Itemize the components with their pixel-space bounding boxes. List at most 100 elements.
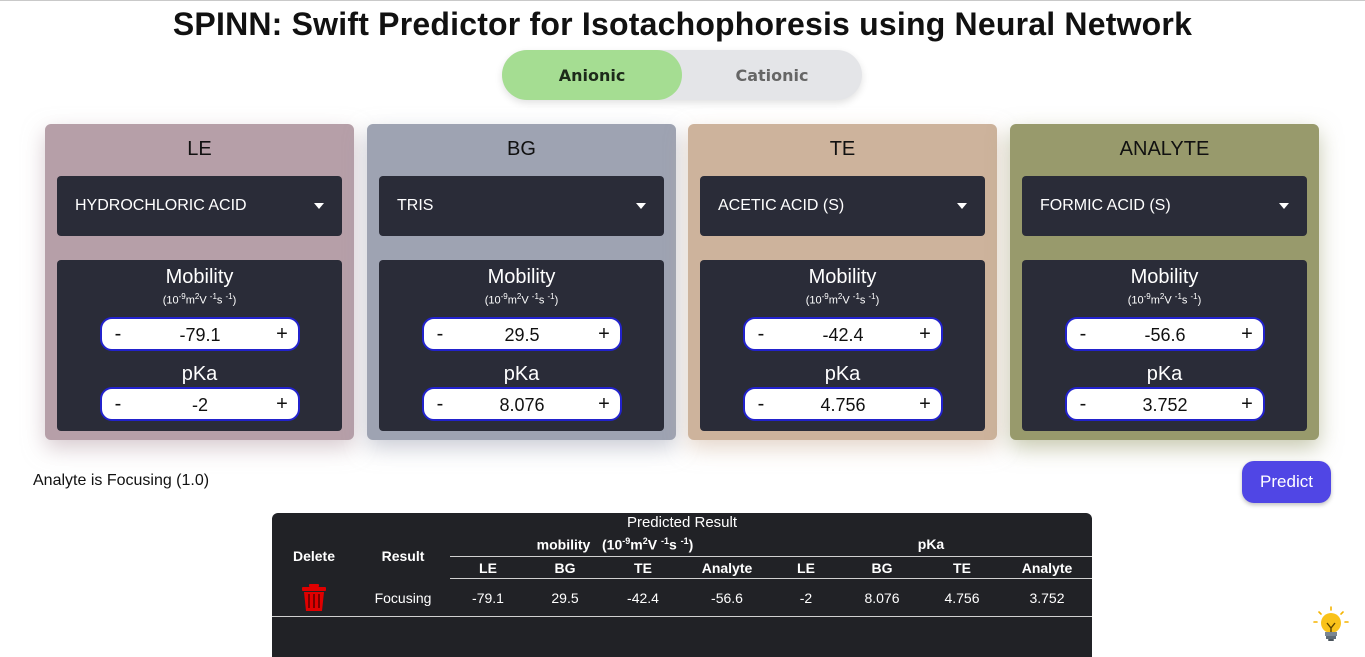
analyte-mobility-stepper[interactable]: - -56.6 + bbox=[1065, 317, 1265, 351]
pka-label: pKa bbox=[1146, 363, 1183, 385]
mobility-label: Mobility bbox=[165, 266, 234, 288]
card-bg: BG TRIS Mobility (10-9m2V -1s -1) - 29.5… bbox=[367, 124, 676, 440]
row-value-pka-bg: 8.076 bbox=[864, 590, 900, 606]
le-select[interactable]: HYDROCHLORIC ACID bbox=[57, 176, 342, 236]
mode-toggle[interactable]: Anionic Cationic bbox=[502, 50, 862, 100]
bg-mobility-stepper[interactable]: - 29.5 + bbox=[422, 317, 622, 351]
mobility-value[interactable]: -56.6 bbox=[1144, 325, 1186, 345]
decrement-button[interactable]: - bbox=[757, 323, 765, 345]
increment-button[interactable]: + bbox=[919, 393, 931, 415]
trash-icon[interactable] bbox=[300, 583, 328, 611]
decrement-button[interactable]: - bbox=[114, 393, 122, 415]
select-value: ACETIC ACID (S) bbox=[718, 197, 845, 214]
increment-button[interactable]: + bbox=[276, 323, 288, 345]
le-pka-stepper[interactable]: - -2 + bbox=[100, 387, 300, 421]
pka-value[interactable]: 3.752 bbox=[1142, 395, 1188, 415]
card-le: LE HYDROCHLORIC ACID Mobility (10-9m2V -… bbox=[45, 124, 354, 440]
row-value-mobility-analyte: -56.6 bbox=[711, 590, 743, 606]
lightbulb-icon[interactable] bbox=[1312, 606, 1350, 644]
increment-button[interactable]: + bbox=[276, 393, 288, 415]
col-header-result: Result bbox=[381, 548, 425, 564]
header-divider bbox=[450, 556, 1092, 557]
col-header-pka-le: LE bbox=[797, 560, 815, 576]
increment-button[interactable]: + bbox=[598, 393, 610, 415]
analyte-pka-stepper[interactable]: - 3.752 + bbox=[1065, 387, 1265, 421]
decrement-button[interactable]: - bbox=[1079, 323, 1087, 345]
increment-button[interactable]: + bbox=[919, 323, 931, 345]
increment-button[interactable]: + bbox=[1241, 323, 1253, 345]
decrement-button[interactable]: - bbox=[757, 393, 765, 415]
col-header-mobility-analyte: Analyte bbox=[701, 560, 753, 576]
row-divider bbox=[272, 616, 1092, 617]
row-value-pka-te: 4.756 bbox=[944, 590, 980, 606]
bg-select[interactable]: TRIS bbox=[379, 176, 664, 236]
bg-pka-stepper[interactable]: - 8.076 + bbox=[422, 387, 622, 421]
le-params-panel: Mobility (10-9m2V -1s -1) - -79.1 + pKa … bbox=[57, 260, 342, 431]
col-group-mobility-label: mobility bbox=[536, 536, 591, 553]
bg-params-panel: Mobility (10-9m2V -1s -1) - 29.5 + pKa -… bbox=[379, 260, 664, 431]
pka-label: pKa bbox=[181, 363, 218, 385]
caret-down-icon bbox=[314, 203, 324, 209]
mobility-unit: (10-9m2V -1s -1) bbox=[805, 292, 880, 307]
te-mobility-stepper[interactable]: - -42.4 + bbox=[743, 317, 943, 351]
toggle-cationic[interactable]: Cationic bbox=[735, 65, 809, 85]
row-result: Focusing bbox=[374, 590, 432, 606]
card-title: ANALYTE bbox=[1119, 138, 1210, 160]
card-title: LE bbox=[187, 138, 212, 160]
caret-down-icon bbox=[1279, 203, 1289, 209]
mobility-label: Mobility bbox=[808, 266, 877, 288]
card-te: TE ACETIC ACID (S) Mobility (10-9m2V -1s… bbox=[688, 124, 997, 440]
select-value: TRIS bbox=[397, 197, 434, 214]
col-header-mobility-le: LE bbox=[479, 560, 497, 576]
pka-value[interactable]: 4.756 bbox=[820, 395, 866, 415]
increment-button[interactable]: + bbox=[598, 323, 610, 345]
pka-value[interactable]: 8.076 bbox=[499, 395, 545, 415]
col-header-pka-analyte: Analyte bbox=[1021, 560, 1073, 576]
caret-down-icon bbox=[636, 203, 646, 209]
row-value-mobility-bg: 29.5 bbox=[551, 590, 579, 606]
toggle-anionic[interactable]: Anionic bbox=[502, 50, 682, 100]
mobility-unit: (10-9m2V -1s -1) bbox=[1127, 292, 1202, 307]
status-text: Analyte is Focusing (1.0) bbox=[33, 472, 210, 489]
te-params-panel: Mobility (10-9m2V -1s -1) - -42.4 + pKa … bbox=[700, 260, 985, 431]
predict-button[interactable]: Predict bbox=[1242, 461, 1331, 503]
col-group-mobility: mobility (10-9m2V -1s -1) bbox=[536, 536, 694, 553]
col-header-mobility-te: TE bbox=[634, 560, 652, 576]
caret-down-icon bbox=[957, 203, 967, 209]
col-header-delete: Delete bbox=[292, 548, 336, 564]
pka-label: pKa bbox=[824, 363, 861, 385]
row-value-mobility-le: -79.1 bbox=[472, 590, 504, 606]
header-divider bbox=[450, 578, 1092, 579]
mobility-label: Mobility bbox=[487, 266, 556, 288]
page-title: SPINN: Swift Predictor for Isotachophore… bbox=[172, 6, 1193, 42]
mobility-value[interactable]: -42.4 bbox=[822, 325, 864, 345]
decrement-button[interactable]: - bbox=[114, 323, 122, 345]
decrement-button[interactable]: - bbox=[1079, 393, 1087, 415]
col-group-pka: pKa bbox=[917, 536, 945, 552]
pka-value[interactable]: -2 bbox=[191, 395, 208, 415]
row-value-pka-le: -2 bbox=[799, 590, 813, 606]
card-title: TE bbox=[829, 138, 856, 160]
pka-label: pKa bbox=[503, 363, 540, 385]
mobility-unit: (10-9m2V -1s -1) bbox=[162, 292, 237, 307]
mobility-value[interactable]: -79.1 bbox=[179, 325, 221, 345]
mobility-label: Mobility bbox=[1130, 266, 1199, 288]
result-table: Predicted Result Delete Result mobility … bbox=[272, 513, 1092, 657]
decrement-button[interactable]: - bbox=[436, 323, 444, 345]
row-value-mobility-te: -42.4 bbox=[627, 590, 659, 606]
mobility-unit: (10-9m2V -1s -1) bbox=[484, 292, 559, 307]
top-divider bbox=[0, 0, 1365, 1]
table-row: Focusing -79.1 29.5 -42.4 -56.6 -2 8.076 4.756… bbox=[272, 579, 1092, 617]
te-select[interactable]: ACETIC ACID (S) bbox=[700, 176, 985, 236]
card-analyte: ANALYTE FORMIC ACID (S) Mobility (10-9m2… bbox=[1010, 124, 1319, 440]
mobility-value[interactable]: 29.5 bbox=[504, 325, 540, 345]
select-value: HYDROCHLORIC ACID bbox=[75, 197, 247, 214]
le-mobility-stepper[interactable]: - -79.1 + bbox=[100, 317, 300, 351]
select-value: FORMIC ACID (S) bbox=[1040, 197, 1171, 214]
col-header-pka-bg: BG bbox=[871, 560, 893, 576]
analyte-params-panel: Mobility (10-9m2V -1s -1) - -56.6 + pKa … bbox=[1022, 260, 1307, 431]
decrement-button[interactable]: - bbox=[436, 393, 444, 415]
increment-button[interactable]: + bbox=[1241, 393, 1253, 415]
analyte-select[interactable]: FORMIC ACID (S) bbox=[1022, 176, 1307, 236]
te-pka-stepper[interactable]: - 4.756 + bbox=[743, 387, 943, 421]
